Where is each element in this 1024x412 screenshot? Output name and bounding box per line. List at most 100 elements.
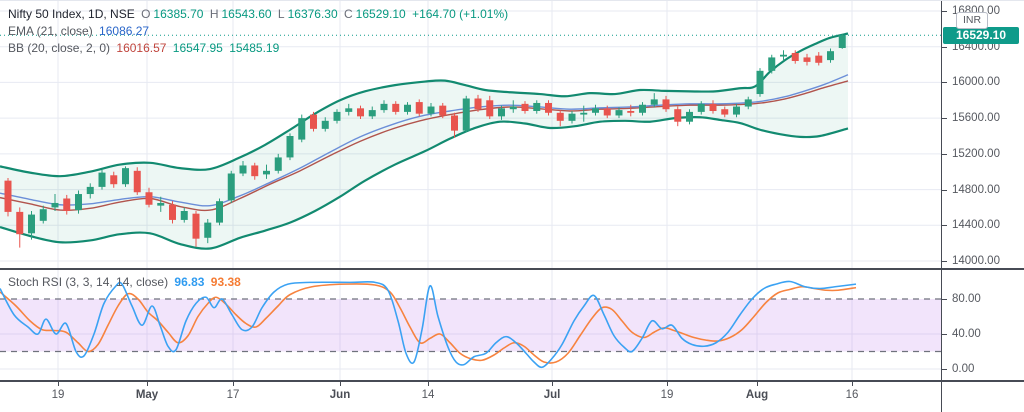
time-tick-label: 17 [226,389,240,401]
candle-body [392,103,400,112]
bb-upper-value: 16547.95 [172,41,223,55]
candle-body [321,120,329,129]
candle-body [545,102,552,113]
candle-body [603,108,611,116]
price-tick-mark [942,261,947,262]
candle-body [451,115,458,131]
candle-body [98,172,106,187]
candle-body [368,110,376,117]
candle-body [39,209,47,221]
bb-label: BB (20, close, 2, 0) [8,41,111,55]
candle-body [439,105,447,116]
price-tick-label: 15600.00 [952,112,1000,125]
candle-body [157,202,165,206]
candle-body [592,108,599,113]
price-tick-label: 14400.00 [952,219,1000,232]
candle-body [768,57,776,71]
stoch-tick-mark [942,299,947,300]
stoch-tick-label: 40.00 [952,328,981,340]
time-tick-mark [340,382,341,386]
candle-body [192,213,200,239]
price-pane[interactable] [0,1,941,269]
time-tick-mark [852,382,853,386]
price-tick-label: 14800.00 [952,183,1000,196]
candle-body [744,99,752,107]
candle-body [263,170,270,175]
stoch-tick-label: 0.00 [952,363,975,375]
candle-body [274,157,282,171]
bb-upper-line [0,32,849,178]
candle-body [204,222,212,238]
candle-body [169,204,176,220]
candle-body [404,104,411,112]
time-tick-mark [58,382,59,386]
stoch-tick-label: 80.00 [952,293,981,305]
current-price-badge: 16529.10 [943,26,1019,44]
candle-body [780,54,787,57]
axis-separator[interactable] [0,380,1024,382]
time-tick-mark [233,382,234,386]
time-tick-mark [552,382,553,386]
stoch-legend: Stoch RSI (3, 3, 14, 14, close) 96.83 93… [8,274,244,291]
time-tick-label: 19 [660,389,674,401]
pane-separator[interactable] [0,268,1024,270]
time-tick-label: Aug [745,389,769,401]
price-tick-mark [942,118,947,120]
candle-body [533,102,541,111]
candle-body [803,57,811,62]
time-tick-label: Jul [543,389,561,401]
low-value: 16376.30 [287,7,338,21]
candle-body [521,103,529,111]
price-tick-label: 16400.00 [952,40,1000,53]
ema-indicator-row[interactable]: EMA (21, close) 16086.27 [8,23,511,40]
stoch-rsi-pane[interactable] [0,270,941,380]
symbol-row[interactable]: Nifty 50 Index, 1D, NSE O 16385.70 H 16543… [8,6,511,23]
time-tick-label: 14 [421,389,435,401]
candle-body [298,118,306,140]
stoch-d-value: 93.38 [210,275,241,289]
candle-body [838,35,846,48]
bb-fill [0,33,848,249]
candle-body [216,201,223,223]
candle-body [110,175,118,185]
bb-indicator-row[interactable]: BB (20, close, 2, 0) 16016.57 16547.95 1… [8,40,511,57]
candle-body [28,214,35,234]
candle-body [239,165,247,174]
candle-body [462,98,470,131]
low-label: L [277,7,285,21]
candle-body [686,111,693,122]
candle-body [145,192,153,205]
ema-value: 16086.27 [99,24,150,38]
candle-body [721,109,729,115]
time-axis[interactable]: 19 May 17 Jun 14 Jul 19 Aug 16 [0,382,941,412]
candle-body [180,211,188,220]
stoch-tick-mark [942,369,947,370]
candle-body [556,112,564,121]
price-tick-mark [942,46,947,48]
time-tick-mark [667,382,668,386]
candle-body [333,111,341,121]
candle-body [498,108,505,117]
close-label: C [344,7,353,21]
price-tick-label: 16000.00 [952,76,1000,89]
candle-body [639,104,646,113]
open-label: O [141,7,151,21]
candle-body [86,186,94,195]
high-value: 16543.60 [221,7,272,21]
candle-body [227,173,235,201]
stoch-k-value: 96.83 [174,275,205,289]
stoch-indicator-row[interactable]: Stoch RSI (3, 3, 14, 14, close) 96.83 93… [8,274,244,291]
candle-body [474,98,482,110]
candle-body [568,113,576,121]
close-value: 16529.10 [355,7,406,21]
candle-body [133,170,141,193]
stoch-k-line [0,280,857,369]
candle-body [674,109,682,122]
candle-body [791,52,799,61]
high-label: H [209,7,219,21]
time-tick-mark [147,382,148,386]
price-axis[interactable]: INR 16529.10 16800.00 16400.00 16000.00 156… [941,1,1024,412]
price-tick-mark [942,82,947,84]
time-tick-label: May [135,389,159,401]
